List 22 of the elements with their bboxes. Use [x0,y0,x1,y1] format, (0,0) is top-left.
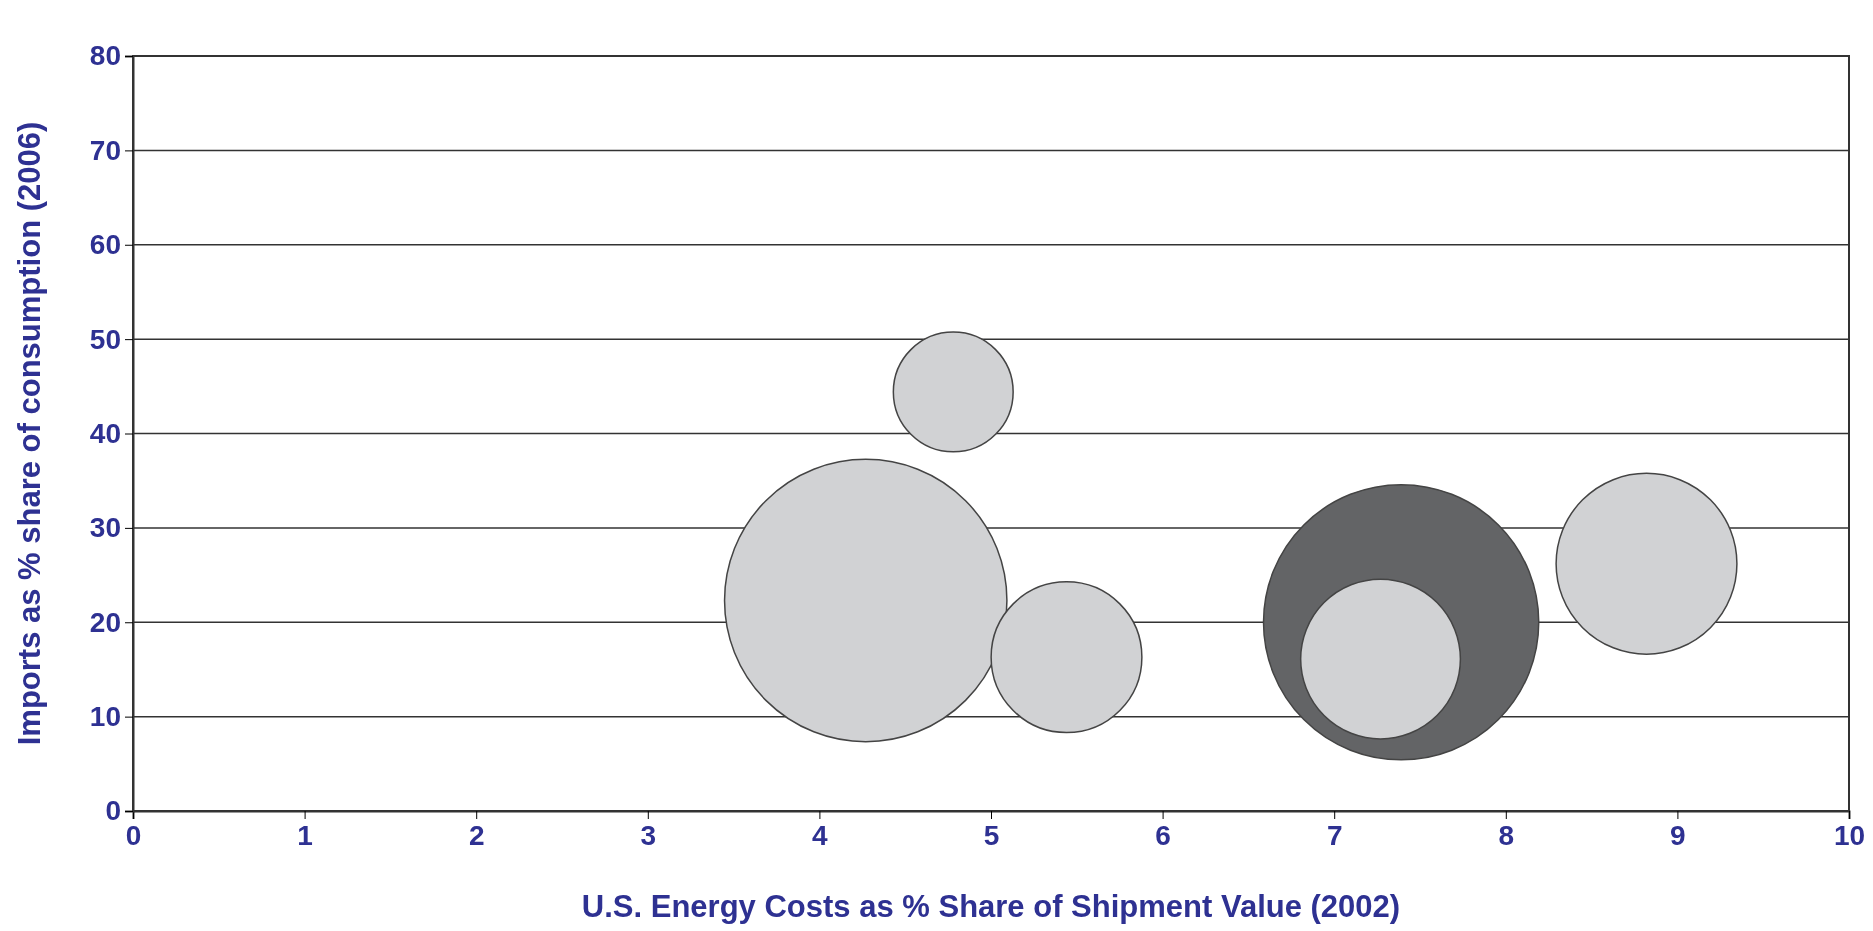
y-tick-label: 50 [89,323,121,355]
y-tick-label: 30 [89,512,121,544]
y-axis-title: Imports as % share of consumption (2006) [12,121,47,746]
x-tick-label: 6 [1155,819,1171,851]
x-tick-label: 1 [297,819,313,851]
x-tick-label: 5 [983,819,1000,851]
y-tick-label: 0 [105,795,121,827]
x-axis-title: U.S. Energy Costs as % Share of Shipment Value (2002) [581,889,1401,924]
y-tick-label: 10 [89,701,121,733]
x-tick-label: 0 [125,819,142,851]
x-tick-label: 8 [1498,819,1515,851]
x-tick-label: 3 [640,819,657,851]
y-tick-label: 60 [89,229,121,261]
x-tick-label: 9 [1670,819,1686,851]
x-tick-label: 10 [1833,819,1866,851]
x-tick-label: 7 [1326,819,1343,851]
x-tick-label: 2 [468,819,485,851]
y-tick-label: 70 [89,134,121,166]
y-tick-label: 20 [89,606,121,638]
y-tick-label: 40 [89,417,121,449]
x-tick-label: 4 [812,819,829,851]
y-tick-label: 80 [89,40,121,72]
